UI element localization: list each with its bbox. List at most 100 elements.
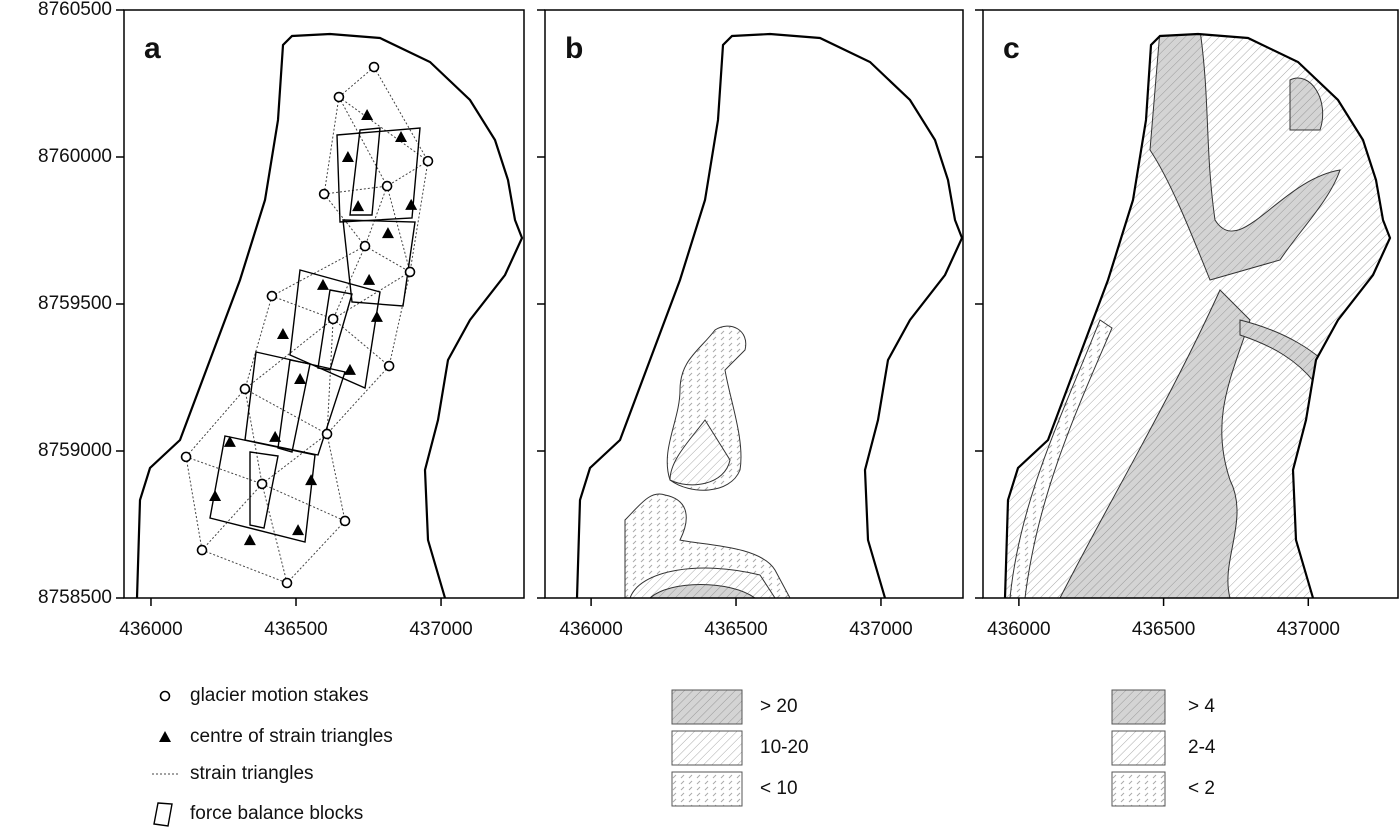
triangle-centre	[269, 430, 282, 442]
region	[1009, 319, 1113, 598]
stake	[196, 544, 208, 556]
glacier-outline	[575, 32, 964, 599]
force-balance-block	[342, 219, 416, 307]
panel: a 436000 436500 437000 8758500 8759000 8759500…	[38, 0, 525, 827]
stake	[339, 515, 351, 527]
panel-label: a	[144, 32, 161, 65]
strain-triangle	[185, 456, 263, 485]
strain-triangle	[201, 549, 288, 584]
strain-triangle	[244, 388, 328, 435]
strain-triangle	[201, 483, 263, 551]
triangle-centre	[352, 200, 365, 212]
legend-swatch	[671, 689, 743, 725]
triangle-centre	[361, 108, 374, 120]
y-tick-label: 8759000	[38, 440, 112, 461]
legend-symbol	[159, 731, 171, 742]
legend-label: < 10	[760, 778, 798, 799]
strain-triangle	[271, 295, 334, 320]
legend-swatch	[1111, 730, 1166, 766]
strain-triangle	[364, 245, 411, 273]
legend-symbol	[153, 802, 173, 827]
stake	[333, 91, 345, 103]
force-balance-block	[349, 127, 381, 216]
panel: c 436000 436500 437000 > 4 2-4 < 2	[975, 9, 1399, 807]
stake	[368, 61, 380, 73]
force-balance-block	[289, 269, 381, 390]
strain-triangle	[323, 96, 340, 195]
x-tick-label: 437000	[409, 619, 472, 640]
strain-triangle	[324, 185, 388, 195]
y-tick-label: 8760500	[38, 0, 112, 20]
legend-label: < 2	[1188, 778, 1215, 799]
legend-swatch	[1111, 689, 1166, 725]
x-tick-label: 436000	[987, 619, 1050, 640]
triangle-centre	[223, 435, 236, 447]
strain-triangle	[338, 66, 375, 98]
region	[1289, 77, 1324, 131]
panel-frame	[544, 9, 964, 599]
strain-triangle	[244, 318, 334, 390]
panel-frame	[123, 9, 525, 599]
x-tick-label: 436500	[1132, 619, 1195, 640]
strain-triangle	[244, 388, 263, 485]
legend-label: strain triangles	[190, 763, 314, 784]
stake	[281, 577, 293, 589]
strain-triangle	[388, 271, 411, 367]
strain-triangle	[326, 318, 334, 434]
strain-triangle	[261, 483, 346, 522]
triangle-centre	[370, 310, 383, 322]
strain-triangle	[338, 96, 388, 187]
triangle-centre	[305, 474, 318, 486]
force-balance-block	[317, 289, 353, 371]
x-tick-label: 436000	[119, 619, 182, 640]
stake	[422, 155, 434, 167]
strain-triangle	[332, 245, 366, 320]
legend-label: > 20	[760, 696, 798, 717]
x-tick-label: 436500	[264, 619, 327, 640]
x-tick-label: 437000	[1277, 619, 1340, 640]
region	[669, 419, 731, 486]
force-balance-block	[244, 351, 346, 456]
x-tick-label: 436000	[559, 619, 622, 640]
stake	[239, 383, 251, 395]
y-tick-label: 8760000	[38, 146, 112, 167]
force-balance-block	[249, 451, 279, 529]
strain-triangle	[364, 185, 388, 247]
legend-label: > 4	[1188, 696, 1215, 717]
legend-swatch	[671, 771, 743, 807]
stake	[256, 478, 268, 490]
force-balance-block	[336, 127, 421, 223]
triangle-centre	[381, 227, 394, 239]
triangle-centre	[405, 198, 418, 210]
strain-triangle	[261, 433, 328, 485]
triangle-centre	[343, 363, 356, 375]
regions	[624, 325, 791, 598]
strain-triangle	[386, 185, 411, 273]
strain-triangle	[373, 66, 429, 162]
region	[1059, 289, 1251, 598]
strain-triangle	[332, 318, 390, 367]
panel: b 436000 436500 437000 > 20 10-20 < 10	[537, 9, 964, 807]
panel-label: c	[1003, 32, 1020, 65]
x-tick-label: 437000	[849, 619, 912, 640]
stake	[327, 313, 339, 325]
panel-label: b	[565, 32, 583, 65]
x-tick-label: 436500	[704, 619, 767, 640]
glacier-outline	[135, 32, 524, 599]
legend-symbol	[159, 690, 171, 702]
triangle-centre	[292, 524, 305, 536]
triangle-centre	[341, 151, 354, 162]
stake	[383, 360, 395, 372]
triangle-centre	[209, 489, 222, 501]
legend-swatch	[1111, 771, 1166, 807]
strain-triangle	[326, 433, 346, 522]
legend-label: 2-4	[1188, 737, 1216, 758]
stake	[266, 290, 278, 302]
regions	[1005, 34, 1390, 598]
triangle-centre	[294, 372, 307, 384]
stake	[318, 188, 330, 200]
strain-triangle	[409, 161, 429, 273]
strain-triangle	[386, 160, 429, 187]
legend-label: 10-20	[760, 737, 809, 758]
region	[1149, 34, 1341, 281]
